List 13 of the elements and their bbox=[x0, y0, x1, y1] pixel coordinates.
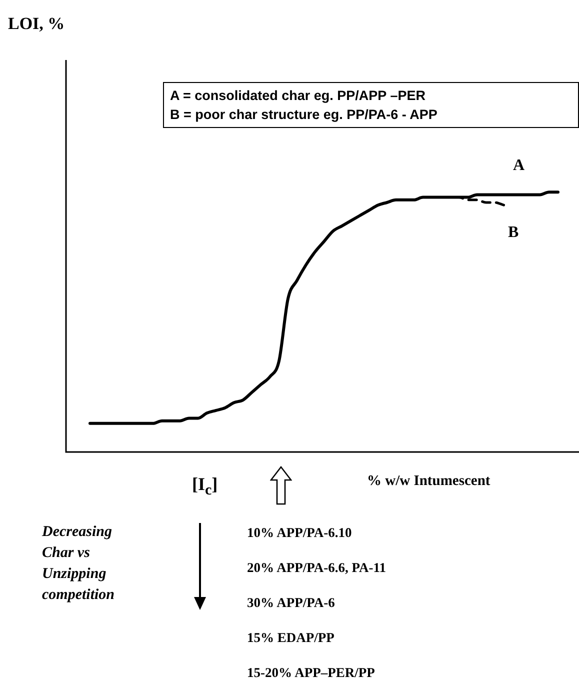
text: A = consolidated char eg. PP/APP –PER bbox=[170, 87, 426, 105]
text: 10% APP/PA-6.10 bbox=[247, 525, 352, 541]
text: 30% APP/PA-6 bbox=[247, 595, 335, 611]
text: LOI, % bbox=[8, 14, 65, 34]
text: [I$_{c}$] bbox=[192, 474, 218, 500]
series-label: B bbox=[508, 224, 519, 242]
text: 15% EDAP/PP bbox=[247, 630, 334, 646]
text: 20% APP/PA-6.6, PA-11 bbox=[247, 560, 386, 576]
text: Decreasing Char vs Unzipping competition bbox=[42, 523, 116, 605]
text: B = poor char structure eg. PP/PA-6 - APP bbox=[170, 106, 438, 124]
text: 15-20% APP–PER/PP bbox=[247, 665, 375, 681]
series-label: A bbox=[513, 157, 525, 174]
x-axis-title: % w/w Intumescent bbox=[367, 473, 490, 490]
